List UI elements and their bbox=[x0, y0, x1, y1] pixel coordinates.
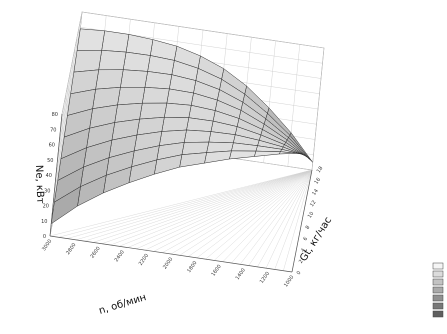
wall-gridline bbox=[61, 11, 83, 115]
surface-cell bbox=[164, 102, 192, 118]
floor-contour bbox=[153, 169, 313, 252]
floor-contour bbox=[119, 169, 313, 247]
surface-cell bbox=[101, 30, 130, 53]
x-tick-label: 2800 bbox=[65, 242, 77, 256]
x-tick-label: 1800 bbox=[186, 260, 198, 274]
y-tick-label: 18 bbox=[316, 165, 325, 174]
floor-contour bbox=[274, 169, 313, 270]
legend-swatch bbox=[432, 270, 444, 278]
floor-contour bbox=[144, 169, 313, 251]
wall-gridline bbox=[60, 27, 81, 130]
floor-contour bbox=[75, 169, 313, 241]
floor-contour bbox=[93, 169, 313, 243]
surface-cell bbox=[183, 129, 212, 143]
floor-contour bbox=[283, 169, 313, 271]
x-tick-label: 1200 bbox=[259, 271, 271, 285]
surface-cell bbox=[76, 28, 105, 51]
y-tick-label: 4 bbox=[300, 247, 307, 253]
plot-box-front bbox=[49, 113, 313, 273]
z-tick-label: 40 bbox=[46, 173, 52, 179]
x-tick-label: 3000 bbox=[41, 238, 53, 252]
surface-cell bbox=[120, 69, 148, 88]
surface-cell bbox=[142, 87, 170, 104]
floor-contour bbox=[248, 169, 313, 266]
surface-cell bbox=[139, 102, 168, 120]
wall-gridline bbox=[311, 47, 325, 171]
surface-cell bbox=[73, 50, 102, 73]
floor-contour bbox=[162, 169, 313, 253]
y-tick-label: 0 bbox=[296, 270, 303, 276]
floor-contour bbox=[205, 169, 313, 260]
floor-contour bbox=[101, 169, 313, 244]
legend-swatch bbox=[432, 294, 444, 302]
z-tick-label: 30 bbox=[44, 188, 50, 194]
x-tick-label: 2200 bbox=[138, 253, 150, 267]
surface-cell bbox=[122, 51, 151, 72]
y-tick-label: 16 bbox=[314, 177, 323, 186]
floor-contour bbox=[214, 169, 313, 261]
surface-cell bbox=[144, 71, 173, 90]
floor-contour bbox=[196, 169, 313, 259]
floor-contour bbox=[239, 169, 313, 265]
legend-swatch bbox=[432, 262, 444, 270]
z-tick-label: 80 bbox=[52, 112, 58, 118]
floor-contour bbox=[231, 169, 313, 264]
surface-cell bbox=[179, 152, 207, 168]
floor-contour bbox=[257, 169, 313, 267]
surface-cell bbox=[204, 150, 232, 164]
legend-swatch bbox=[432, 286, 444, 294]
floor-contour bbox=[110, 169, 313, 246]
z-axis-label: Ne, кВт bbox=[33, 165, 45, 204]
floor-contour bbox=[49, 169, 313, 237]
floor-contour bbox=[67, 169, 313, 239]
z-tick-label: 60 bbox=[49, 143, 55, 149]
box-edge bbox=[49, 235, 293, 273]
legend-swatch bbox=[432, 302, 444, 310]
floor-contour bbox=[136, 169, 313, 250]
x-tick-label: 2600 bbox=[89, 246, 101, 260]
y-tick-label: 8 bbox=[305, 225, 312, 231]
box-edge bbox=[291, 169, 313, 273]
y-tick-labels: 0 2 4 6 8 10 12 14 16 18 bbox=[296, 165, 325, 276]
z-tick-label: 20 bbox=[43, 204, 49, 210]
y-tick-label: 14 bbox=[311, 188, 320, 197]
y-tick-label: 12 bbox=[309, 199, 318, 208]
legend-swatch bbox=[432, 278, 444, 286]
floor-contour bbox=[179, 169, 313, 256]
legend-swatch bbox=[432, 310, 444, 318]
z-tick-label: 70 bbox=[50, 127, 56, 133]
y-tick-label: 6 bbox=[302, 236, 309, 242]
surface-cell bbox=[95, 69, 124, 90]
z-tick-label: 50 bbox=[47, 158, 53, 164]
x-tick-label: 1600 bbox=[210, 264, 222, 278]
color-legend bbox=[432, 262, 444, 318]
floor-grid bbox=[49, 169, 313, 273]
x-axis-label: n, об/мин bbox=[98, 292, 148, 317]
x-tick-labels: 1000 1200 1400 1600 1800 2000 2200 2400 2600 2800… bbox=[41, 238, 295, 288]
floor-contour bbox=[170, 169, 313, 255]
x-tick-label: 1400 bbox=[235, 267, 247, 281]
floor-contour bbox=[222, 169, 313, 262]
surface-cell bbox=[117, 87, 146, 106]
y-tick-label: 2 bbox=[298, 259, 305, 265]
z-tick-labels: 0 10 20 30 40 50 60 70 80 bbox=[41, 112, 58, 240]
x-tick-label: 2000 bbox=[162, 256, 174, 270]
surface-cell bbox=[161, 117, 190, 132]
z-tick-label: 10 bbox=[41, 219, 47, 225]
floor-contour bbox=[58, 169, 313, 238]
box-edge bbox=[49, 113, 63, 237]
floor-contour bbox=[265, 169, 313, 269]
floor-contour bbox=[127, 169, 313, 248]
surface-cell bbox=[98, 50, 127, 71]
y-tick-label: 10 bbox=[307, 211, 316, 220]
floor-contour bbox=[84, 169, 313, 242]
floor-contour bbox=[188, 169, 313, 257]
z-tick-label: 0 bbox=[43, 234, 46, 240]
surface-mesh bbox=[50, 28, 314, 225]
x-tick-label: 2400 bbox=[114, 249, 126, 263]
x-tick-label: 1000 bbox=[283, 274, 295, 288]
surface-cell bbox=[50, 186, 81, 225]
